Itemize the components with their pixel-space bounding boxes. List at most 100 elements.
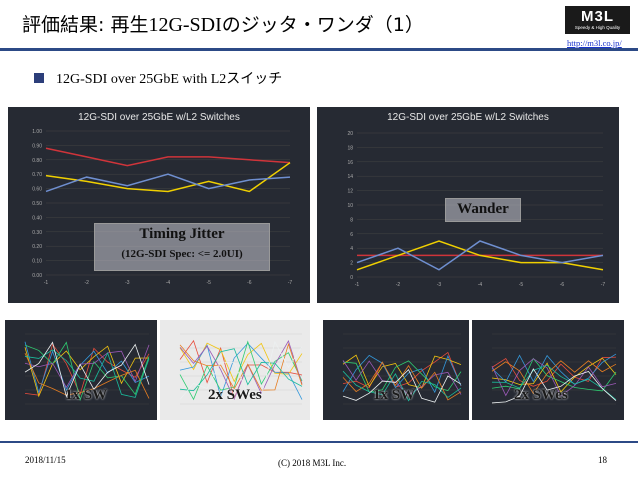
series-line (342, 368, 462, 403)
series-line-3 (45, 173, 291, 193)
series-line (179, 342, 303, 391)
series-line (24, 341, 150, 402)
series-line (491, 357, 617, 392)
y-tick-label: 0.40 (32, 215, 42, 221)
y-tick-label: 0.30 (32, 230, 42, 236)
x-tick-label: -5 (206, 280, 211, 286)
y-tick-label: 18 (347, 145, 353, 151)
m3l-logo: M3L Speedy & High Quality (565, 6, 630, 34)
x-tick-label: -7 (601, 282, 606, 288)
jitter-overlay-title: Timing Jitter (139, 226, 225, 242)
x-tick-label: -7 (288, 280, 293, 286)
company-url-link[interactable]: http://m3l.co.jp/ (567, 38, 622, 48)
x-tick-label: -5 (519, 282, 524, 288)
series-line (24, 341, 150, 398)
small-chart-4-plot (491, 333, 617, 405)
small-chart-2-plot (179, 333, 303, 405)
y-tick-label: 20 (347, 131, 353, 137)
x-tick-label: -6 (247, 280, 252, 286)
wander-overlay-box (445, 198, 521, 222)
jitter-chart: 12G-SDI over 25GbE w/L2 Switches 0.00 0.1… (8, 107, 310, 303)
series-line (24, 341, 150, 394)
x-tick-label: -4 (478, 282, 483, 288)
series-line (491, 357, 617, 393)
wander-overlay-title: Wander (457, 201, 509, 217)
logo-text: M3L (581, 8, 614, 25)
y-tick-label: 1.00 (32, 129, 42, 135)
series-line (491, 364, 617, 401)
footer-divider (0, 441, 638, 443)
bullet-square-icon (34, 73, 44, 83)
y-tick-label: 0.90 (32, 143, 42, 149)
small-chart-2: 2x SWes (160, 320, 310, 420)
small-chart-1: 1x SW (5, 320, 157, 420)
series-line-3 (356, 240, 604, 271)
y-tick-label: 6 (350, 232, 353, 238)
series-line (342, 370, 462, 402)
small-chart-4-label: 2x SWes (514, 387, 568, 403)
y-tick-label: 8 (350, 217, 353, 223)
series-line (342, 361, 462, 401)
series-line (24, 353, 150, 399)
jitter-overlay-sub: (12G-SDI Spec: <= 2.0UI) (121, 248, 243, 260)
footer-page-number: 18 (598, 455, 607, 465)
series-line (179, 340, 303, 400)
bullet-text: 12G-SDI over 25GbE with L2スイッチ (56, 72, 283, 87)
series-line (24, 349, 150, 398)
y-tick-label: 16 (347, 160, 353, 166)
small-chart-3-label: 1x SW (373, 387, 416, 403)
x-tick-label: -1 (44, 280, 49, 286)
x-tick-label: -3 (437, 282, 442, 288)
footer-date: 2018/11/15 (25, 455, 66, 465)
jitter-chart-plot: 0.00 0.10 0.20 0.30 0.40 0.50 0.60 0.70 0.80 0.90… (32, 129, 293, 286)
y-tick-label: 0 (350, 275, 353, 281)
y-tick-label: 0.70 (32, 172, 42, 178)
title-part-1: 評価結果: 再生 (22, 14, 149, 36)
y-tick-label: 0.80 (32, 158, 42, 164)
x-tick-label: -1 (355, 282, 360, 288)
logo-tagline: Speedy & High Quality (574, 25, 621, 30)
series-line (24, 344, 150, 389)
x-tick-label: -3 (125, 280, 130, 286)
small-chart-1-label: 1x SW (65, 387, 108, 403)
jitter-overlay-box (94, 223, 270, 271)
title-part-3: のジッタ・ワンダ（1） (221, 14, 424, 36)
small-chart-3: 1x SW (323, 320, 469, 420)
y-tick-label: 0.10 (32, 259, 42, 265)
x-tick-label: -6 (560, 282, 565, 288)
y-tick-label: 12 (347, 189, 353, 195)
title-part-2: 12G-SDI (148, 14, 222, 36)
x-tick-label: -4 (166, 280, 171, 286)
wander-chart-title: 12G-SDI over 25GbE w/L2 Switches (387, 112, 549, 123)
x-tick-label: -2 (84, 280, 89, 286)
footer-copyright: (C) 2018 M3L Inc. (278, 458, 347, 468)
small-chart-3-plot (342, 333, 462, 405)
series-line (491, 356, 617, 387)
series-line (491, 353, 617, 385)
y-tick-label: 0.00 (32, 273, 42, 279)
small-chart-1-plot (24, 333, 150, 405)
series-line (342, 354, 462, 394)
small-chart-4: 2x SWes (472, 320, 624, 420)
y-tick-label: 0.50 (32, 201, 42, 207)
header-divider (0, 48, 638, 51)
series-line (179, 342, 303, 400)
y-tick-label: 14 (347, 174, 353, 180)
y-tick-label: 0.60 (32, 187, 42, 193)
y-tick-label: 10 (347, 203, 353, 209)
y-tick-label: 4 (350, 246, 353, 252)
wander-chart: 12G-SDI over 25GbE w/L2 Switches 0 2 4 6 8 10… (317, 107, 619, 303)
x-tick-label: -2 (396, 282, 401, 288)
y-tick-label: 0.20 (32, 244, 42, 250)
y-tick-label: 2 (350, 261, 353, 267)
series-line (342, 360, 462, 396)
series-line-2 (45, 162, 291, 193)
series-line (179, 340, 303, 401)
series-line (24, 343, 150, 396)
series-line-1 (45, 147, 291, 167)
series-line (491, 358, 617, 397)
series-line (179, 348, 303, 392)
page-title: 評価結果: 再生12G-SDIのジッタ・ワンダ（1） (22, 10, 424, 37)
series-line (342, 351, 462, 389)
jitter-chart-title: 12G-SDI over 25GbE w/L2 Switches (78, 112, 240, 123)
